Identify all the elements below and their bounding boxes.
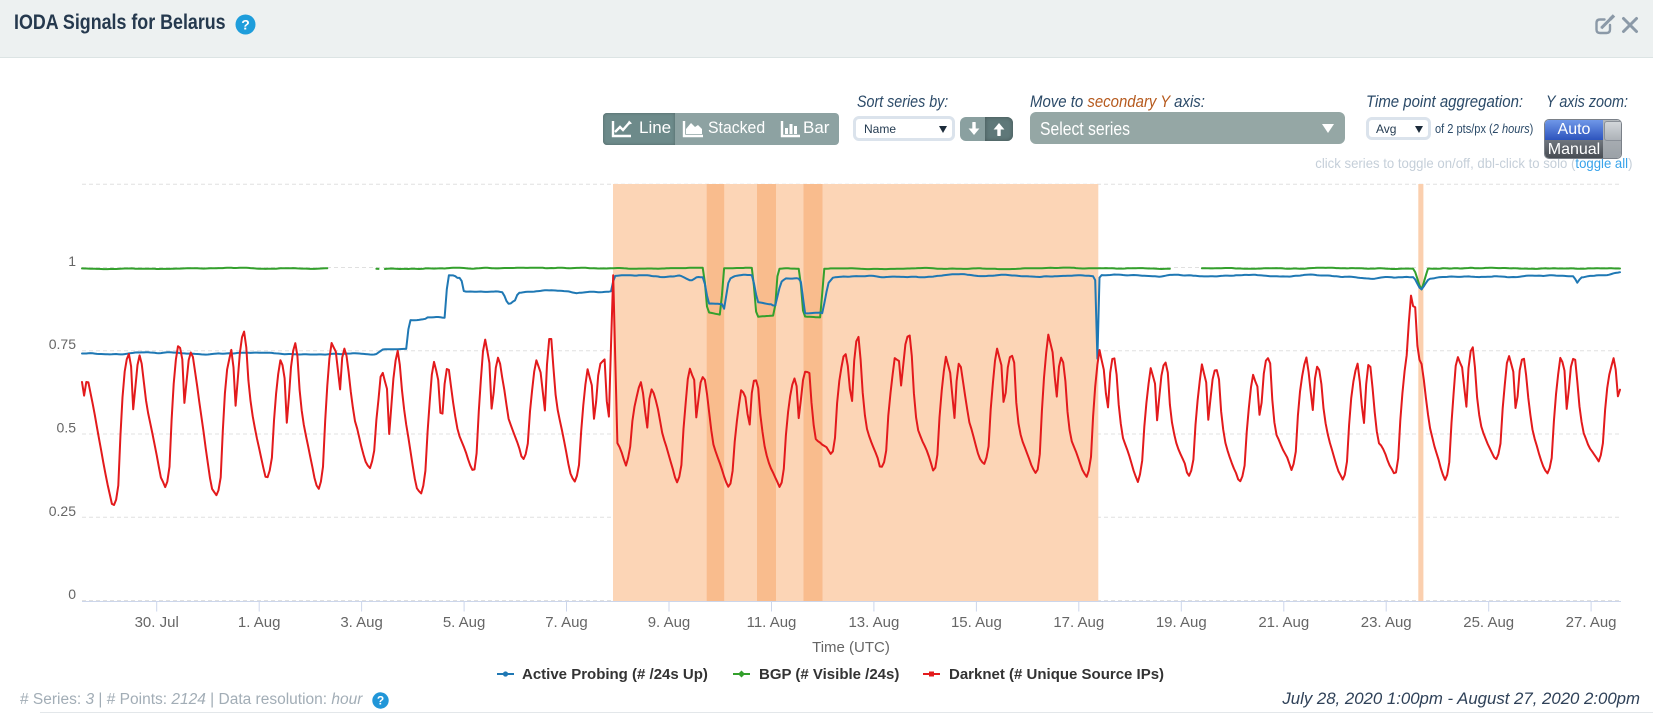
svg-text:0.25: 0.25	[49, 503, 76, 519]
svg-text:?: ?	[377, 694, 384, 708]
svg-text:7. Aug: 7. Aug	[545, 614, 588, 631]
svg-text:0: 0	[68, 586, 76, 602]
svg-text:?: ?	[241, 17, 250, 33]
svg-text:Time (UTC): Time (UTC)	[812, 639, 890, 656]
svg-text:17. Aug: 17. Aug	[1053, 614, 1104, 631]
svg-text:0.75: 0.75	[49, 336, 76, 352]
svg-text:3. Aug: 3. Aug	[340, 614, 383, 631]
svg-text:19. Aug: 19. Aug	[1156, 614, 1207, 631]
svg-text:11. Aug: 11. Aug	[747, 614, 797, 631]
svg-text:1: 1	[68, 253, 76, 269]
svg-text:27. Aug: 27. Aug	[1566, 614, 1617, 631]
svg-text:13. Aug: 13. Aug	[848, 614, 899, 631]
svg-text:1. Aug: 1. Aug	[238, 614, 281, 631]
svg-text:30. Jul: 30. Jul	[135, 614, 179, 631]
svg-text:9. Aug: 9. Aug	[648, 614, 691, 631]
svg-text:21. Aug: 21. Aug	[1258, 614, 1309, 631]
svg-text:25. Aug: 25. Aug	[1463, 614, 1514, 631]
svg-text:15. Aug: 15. Aug	[951, 614, 1002, 631]
svg-text:0.5: 0.5	[57, 420, 77, 436]
svg-text:5. Aug: 5. Aug	[443, 614, 486, 631]
svg-text:23. Aug: 23. Aug	[1361, 614, 1412, 631]
